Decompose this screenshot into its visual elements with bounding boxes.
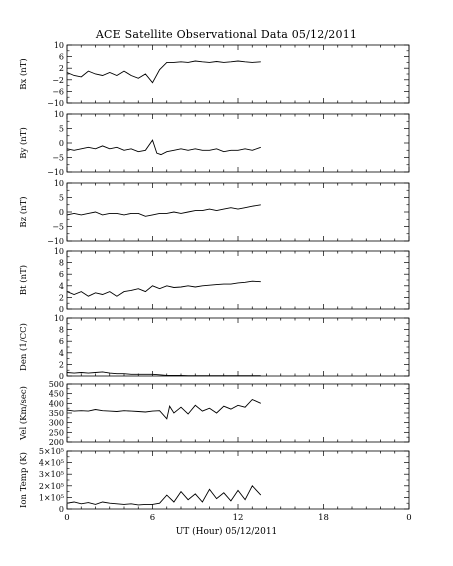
y-tick-label: 10 — [54, 247, 64, 256]
y-tick-label: 350 — [49, 409, 64, 418]
y-tick-label: 5 — [59, 125, 64, 134]
y-axis-label: Bz (nT) — [18, 196, 29, 227]
panel-frame-1 — [66, 113, 410, 173]
y-tick-label: 5×10⁵ — [39, 447, 64, 456]
y-tick-label: 4×10⁵ — [39, 459, 64, 468]
y-tick-label: 400 — [49, 399, 64, 408]
y-tick-label: 10 — [54, 314, 64, 323]
chart-title: ACE Satellite Observational Data 05/12/2… — [95, 28, 358, 41]
series-line-4 — [66, 371, 261, 377]
panel-frame-4 — [66, 317, 410, 377]
y-tick-label: −10 — [47, 168, 64, 177]
y-tick-label: 8 — [59, 259, 64, 268]
panel-frame-6 — [66, 450, 410, 510]
x-axis-title: UT (Hour) 05/12/2011 — [175, 527, 278, 537]
y-tick-label: 0 — [59, 208, 64, 217]
y-tick-label: 0 — [59, 305, 64, 314]
x-tick-label: 0 — [406, 513, 411, 523]
y-tick-label: 1×10⁵ — [39, 493, 64, 502]
y-tick-label: 0 — [59, 139, 64, 148]
panel-frame-2 — [66, 182, 410, 242]
y-tick-label: −6 — [52, 87, 64, 96]
panel-frame-0 — [66, 44, 410, 104]
x-tick-label: 6 — [150, 513, 155, 523]
y-tick-label: 10 — [54, 110, 64, 119]
series-line-1 — [66, 139, 261, 156]
y-tick-label: 2 — [59, 360, 64, 369]
panel-frame-3 — [66, 250, 410, 310]
y-tick-label: 450 — [49, 390, 64, 399]
y-tick-label: 2×10⁵ — [39, 482, 64, 491]
y-tick-label: 300 — [49, 419, 64, 428]
y-axis-label: Vel (Km/sec) — [18, 386, 29, 441]
y-tick-label: −5 — [52, 154, 64, 163]
y-tick-label: 6 — [59, 337, 64, 346]
y-tick-label: 10 — [54, 179, 64, 188]
y-tick-label: −2 — [52, 76, 64, 85]
y-tick-label: 500 — [49, 380, 64, 389]
x-tick-label: 0 — [64, 513, 69, 523]
y-tick-label: 5 — [59, 194, 64, 203]
y-tick-label: 3×10⁵ — [39, 470, 64, 479]
y-axis-label: Bt (nT) — [18, 265, 29, 295]
y-tick-label: 10 — [54, 41, 64, 50]
y-tick-label: 6 — [59, 270, 64, 279]
y-tick-label: 0 — [59, 505, 64, 514]
series-line-2 — [66, 204, 261, 217]
y-tick-label: −10 — [47, 237, 64, 246]
y-tick-label: 200 — [49, 438, 64, 447]
y-axis-label: Bx (nT) — [18, 58, 29, 90]
y-tick-label: 2 — [59, 293, 64, 302]
series-line-0 — [66, 60, 261, 84]
series-line-3 — [66, 280, 261, 297]
x-tick-label: 18 — [318, 513, 329, 523]
y-tick-label: −5 — [52, 223, 64, 232]
series-line-6 — [66, 485, 262, 506]
y-tick-label: −10 — [47, 99, 64, 108]
panel-frame-5 — [66, 383, 410, 443]
y-axis-label: Den (1/CC) — [18, 323, 29, 371]
y-tick-label: 2 — [59, 64, 64, 73]
y-tick-label: 4 — [59, 282, 64, 291]
y-tick-label: 8 — [59, 326, 64, 335]
y-tick-label: 6 — [59, 53, 64, 62]
x-tick-label: 12 — [233, 513, 244, 523]
y-tick-label: 4 — [59, 349, 64, 358]
y-axis-label: Ion Temp (K) — [18, 452, 29, 508]
y-tick-label: 0 — [59, 372, 64, 381]
y-tick-label: 250 — [49, 428, 64, 437]
series-line-5 — [66, 398, 261, 420]
y-axis-label: By (nT) — [18, 127, 29, 159]
